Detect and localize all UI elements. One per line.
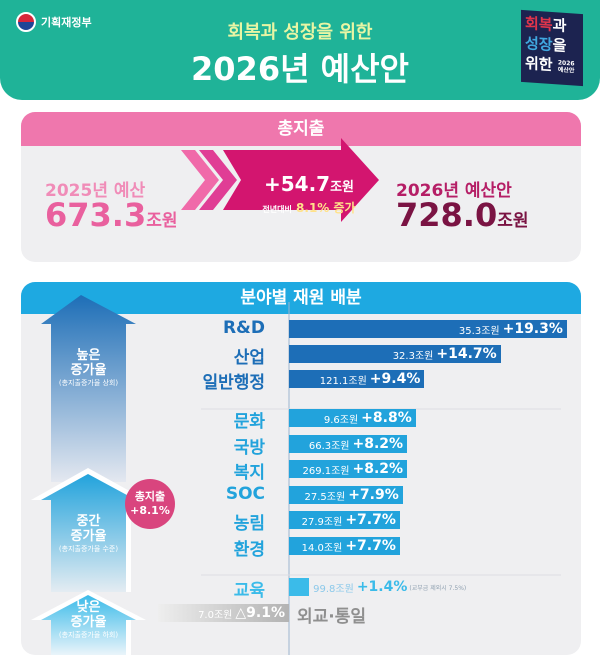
category-label: 문화 bbox=[233, 412, 265, 432]
growth-label: +7.9% bbox=[348, 487, 399, 503]
growth-label: +8.2% bbox=[352, 461, 404, 477]
tier-label: 중간 증가율 (총지출증가율 수준) bbox=[58, 514, 119, 553]
category-label: 산업 bbox=[233, 348, 265, 368]
subtitle: 회복과 성장을 위한 bbox=[227, 22, 373, 43]
category-label: 외교·통일 bbox=[297, 607, 367, 627]
page-title: 2026년 예산안 bbox=[191, 50, 409, 88]
growth-label: +14.7% bbox=[436, 346, 497, 362]
amount-label: 121.1조원 bbox=[319, 375, 367, 387]
growth-label: +9.4% bbox=[369, 371, 421, 387]
growth-label: +7.7% bbox=[345, 538, 396, 554]
allocation-card: 분야별 재원 배분 높은 증가율 (총지출증가율 상회) 중간 증가율 (총지출증가율… bbox=[21, 282, 581, 655]
bar-mark bbox=[289, 578, 310, 596]
category-label: 농림 bbox=[233, 514, 265, 534]
tier-arrows bbox=[31, 295, 561, 655]
growth-label: +19.3% bbox=[502, 321, 563, 337]
ministry-logo: 기획재정부 bbox=[16, 12, 92, 32]
growth-label: +8.8% bbox=[361, 410, 412, 426]
amount-label: 27.5조원 bbox=[304, 491, 346, 503]
header-banner: 기획재정부 회복과 성장을 위한 2026년 예산안 회복과 성장을 위한 20… bbox=[0, 0, 600, 100]
increase-amount: +54.7조원 bbox=[263, 172, 355, 196]
category-label: 일반행정 bbox=[202, 373, 265, 393]
prev-label: 2025년 예산 bbox=[45, 181, 146, 201]
category-label: 환경 bbox=[233, 540, 265, 560]
increase-arrow-icon bbox=[181, 138, 379, 222]
low-tier-arrow-icon bbox=[41, 595, 136, 655]
allocation-heading: 분야별 재원 배분 bbox=[21, 282, 581, 314]
total-growth-badge: 총지출 +8.1% bbox=[125, 479, 175, 529]
next-value: 728.0조원 bbox=[396, 196, 529, 234]
bar-mark: 14.0조원 +7.7% bbox=[289, 537, 400, 555]
bar-mark: 7.0조원 △9.1% bbox=[157, 604, 289, 622]
high-tier-arrow-icon bbox=[41, 295, 136, 482]
prev-value: 673.3조원 bbox=[45, 196, 178, 234]
amount-label: 66.3조원 bbox=[308, 440, 350, 452]
bar-mark: 27.9조원 +7.7% bbox=[289, 511, 400, 529]
bar-mark: 121.1조원 +9.4% bbox=[289, 370, 425, 388]
mid-tier-arrow-icon bbox=[41, 474, 136, 592]
category-label: SOC bbox=[225, 484, 265, 504]
growth-label: +8.2% bbox=[352, 436, 404, 452]
amount-label: 14.0조원 bbox=[301, 542, 343, 554]
category-label: 교육 bbox=[233, 581, 265, 601]
growth-label: +7.7% bbox=[345, 512, 396, 528]
campaign-badge: 회복과 성장을 위한 2026 예산안 bbox=[521, 9, 583, 87]
amount-label: 99.8조원 bbox=[313, 583, 354, 595]
bar-mark: 66.3조원 +8.2% bbox=[289, 435, 408, 453]
category-label: R&D bbox=[222, 318, 265, 338]
amount-label: 269.1조원 bbox=[302, 465, 350, 477]
taegeuk-emblem-icon bbox=[16, 12, 36, 32]
tier-label: 낮은 증가율 (총지출증가율 하회) bbox=[58, 600, 119, 639]
bar-mark: 32.3조원 +14.7% bbox=[289, 345, 501, 363]
bar-mark: 269.1조원 +8.2% bbox=[289, 460, 408, 478]
ministry-name: 기획재정부 bbox=[41, 16, 92, 29]
amount-label: 9.6조원 bbox=[323, 414, 359, 426]
bar-mark: 35.3조원 +19.3% bbox=[289, 320, 567, 338]
amount-label: 27.9조원 bbox=[301, 516, 343, 528]
next-label: 2026년 예산안 bbox=[396, 181, 512, 201]
total-heading: 총지출 bbox=[21, 112, 581, 146]
bar-mark: 9.6조원 +8.8% bbox=[289, 409, 416, 427]
amount-label: 32.3조원 bbox=[392, 350, 434, 362]
bar-mark: 27.5조원 +7.9% bbox=[289, 486, 403, 504]
tier-label: 높은 증가율 (총지출증가율 상회) bbox=[58, 348, 119, 387]
category-label: 국방 bbox=[233, 438, 265, 458]
growth-label: △9.1% bbox=[235, 605, 285, 621]
total-expenditure-card: 총지출 2025년 예산 673.3조원 +54.7조원 전년대비 8.1% 증… bbox=[21, 112, 581, 262]
yoy-increase: 전년대비 8.1% 증가 bbox=[262, 201, 356, 215]
growth-label: +1.4% bbox=[356, 579, 408, 595]
amount-label: 7.0조원 bbox=[198, 609, 233, 621]
category-label: 복지 bbox=[233, 463, 265, 483]
amount-label: 35.3조원 bbox=[458, 325, 500, 337]
bar-label: 99.8조원 +1.4% (교부금 제외시 7.5%) bbox=[313, 579, 467, 595]
